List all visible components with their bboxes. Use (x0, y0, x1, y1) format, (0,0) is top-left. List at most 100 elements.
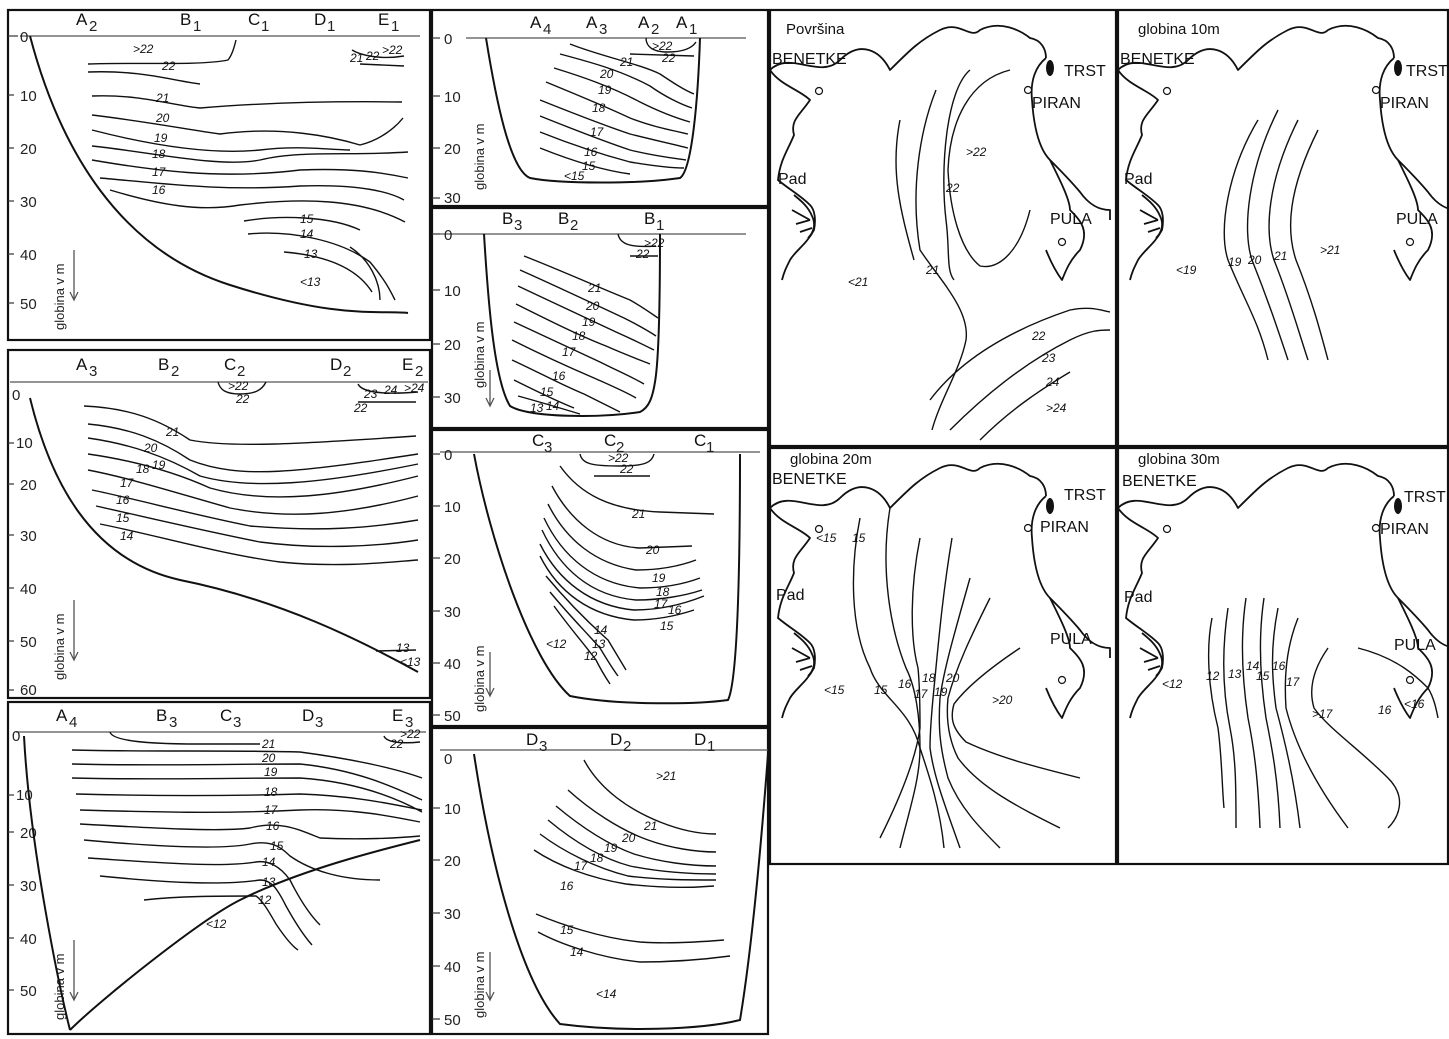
isotherm-label: 21 (349, 51, 363, 65)
isotherm-label: >24 (1046, 401, 1067, 415)
isotherm-line (539, 99, 689, 149)
isotherm-label: >22 (652, 39, 673, 53)
station-label: C (694, 431, 706, 450)
isotherm-label: 22 (619, 462, 634, 476)
isotherm-label: 19 (934, 685, 948, 699)
station-subscript: 1 (706, 439, 714, 456)
isotherm-line (79, 823, 421, 840)
isotherm-line (99, 875, 313, 946)
depth-ticks: 0 10 20 30 40 50 (432, 447, 461, 725)
city-pula: PULA (1050, 211, 1092, 228)
isotherm-label: 13 (396, 641, 410, 655)
isotherm-label: 16 (266, 819, 280, 833)
depth-tick-label: 20 (20, 477, 37, 494)
isotherm-label: 24 (1045, 375, 1060, 389)
isotherm-line (1289, 129, 1329, 361)
isotherm-label: 20 (1247, 253, 1262, 267)
seabed-profile (29, 397, 419, 673)
isotherm-label: 12 (258, 893, 272, 907)
isotherm-line (91, 114, 404, 146)
depth-tick-label: 0 (444, 751, 452, 768)
isotherm-labels: >22 22 21 22 >22 21 20 19 18 17 16 15 14… (133, 42, 403, 289)
isotherm-label: >21 (1320, 243, 1340, 257)
isotherm-line (555, 805, 717, 867)
station-label: D (302, 706, 314, 725)
isotherm-label: 15 (852, 531, 866, 545)
isotherm-line (539, 543, 705, 611)
isotherm-label: 22 (353, 401, 368, 415)
y-axis-label: globina v m (472, 124, 487, 190)
isotherm-label: 15 (540, 385, 554, 399)
isotherm-line (1223, 119, 1269, 361)
isotherm-label: 13 (592, 637, 606, 651)
isotherm-line (243, 216, 361, 231)
city-trieste: TRST (1406, 63, 1448, 80)
isotherm-label: 18 (136, 462, 150, 476)
isotherm-label: 15 (582, 159, 596, 173)
station-label: D (314, 10, 326, 29)
isotherm-line (359, 63, 405, 67)
map-title: Površina (786, 21, 845, 38)
isotherm-label: 22 (235, 392, 250, 406)
station-subscript: 2 (343, 363, 351, 380)
station-label: C (248, 10, 260, 29)
isotherm-label: 20 (155, 111, 170, 125)
isotherms (539, 453, 715, 685)
isotherm-label: 12 (1206, 669, 1220, 683)
isotherm-label: 20 (945, 671, 960, 685)
isotherm-line (351, 49, 405, 59)
isotherm-line (349, 246, 381, 301)
isotherm-line (143, 895, 299, 951)
isotherm-line (547, 503, 697, 571)
city-po: Pad (1124, 589, 1152, 606)
station-label: C (604, 431, 616, 450)
city-pula: PULA (1396, 211, 1438, 228)
station-subscript: 3 (599, 21, 607, 38)
station-label: A (638, 13, 650, 32)
isotherms (533, 759, 731, 963)
city-trieste: TRST (1404, 489, 1446, 506)
isotherms (1223, 109, 1329, 361)
depth-tick-label: 20 (444, 337, 461, 354)
isotherm-line (539, 115, 687, 161)
map-surface: Površina BENETKE TRST PIRAN PULA Pad >22… (769, 21, 1111, 441)
isotherm-line (943, 69, 971, 281)
isotherm-label: 21 (1273, 249, 1287, 263)
isotherm-label: 14 (546, 399, 560, 413)
isotherm-label: 20 (261, 751, 276, 765)
isotherm-line (517, 395, 581, 415)
isotherm-label: 19 (154, 131, 168, 145)
isotherm-label: 22 (635, 247, 650, 261)
station-subscript: 3 (89, 363, 97, 380)
isotherm-label: 18 (592, 101, 606, 115)
map-30m: globina 30m BENETKE TRST PIRAN PULA Pad … (1117, 451, 1449, 829)
isotherm-label: >22 (382, 43, 403, 57)
isotherm-line (83, 405, 417, 446)
map-title: globina 30m (1138, 451, 1220, 468)
isotherm-label: 21 (165, 425, 179, 439)
isotherm-line (79, 809, 421, 823)
isotherm-label: 16 (898, 677, 912, 691)
station-subscript: 1 (707, 738, 715, 755)
station-label: D (610, 730, 622, 749)
station-label: C (220, 706, 232, 725)
isotherm-label: 16 (1378, 703, 1392, 717)
isotherms (511, 233, 659, 415)
station-subscript: 2 (616, 439, 624, 456)
y-axis-label: globina v m (52, 264, 67, 330)
isotherm-label: <13 (400, 655, 421, 669)
depth-tick-label: 10 (444, 283, 461, 300)
isotherm-line (541, 529, 703, 601)
isotherm-label: 24 (383, 383, 398, 397)
isotherm-line (109, 731, 260, 745)
isotherm-label: 19 (604, 841, 618, 855)
isotherm-label: 18 (264, 785, 278, 799)
isotherm-line (947, 69, 1031, 268)
isotherm-line (1259, 597, 1281, 829)
isotherm-labels: >22 22 21 20 19 18 17 16 15 <15 (564, 39, 676, 183)
isotherm-labels: <12 12 13 14 15 16 17 >17 16 <16 (1162, 659, 1425, 721)
